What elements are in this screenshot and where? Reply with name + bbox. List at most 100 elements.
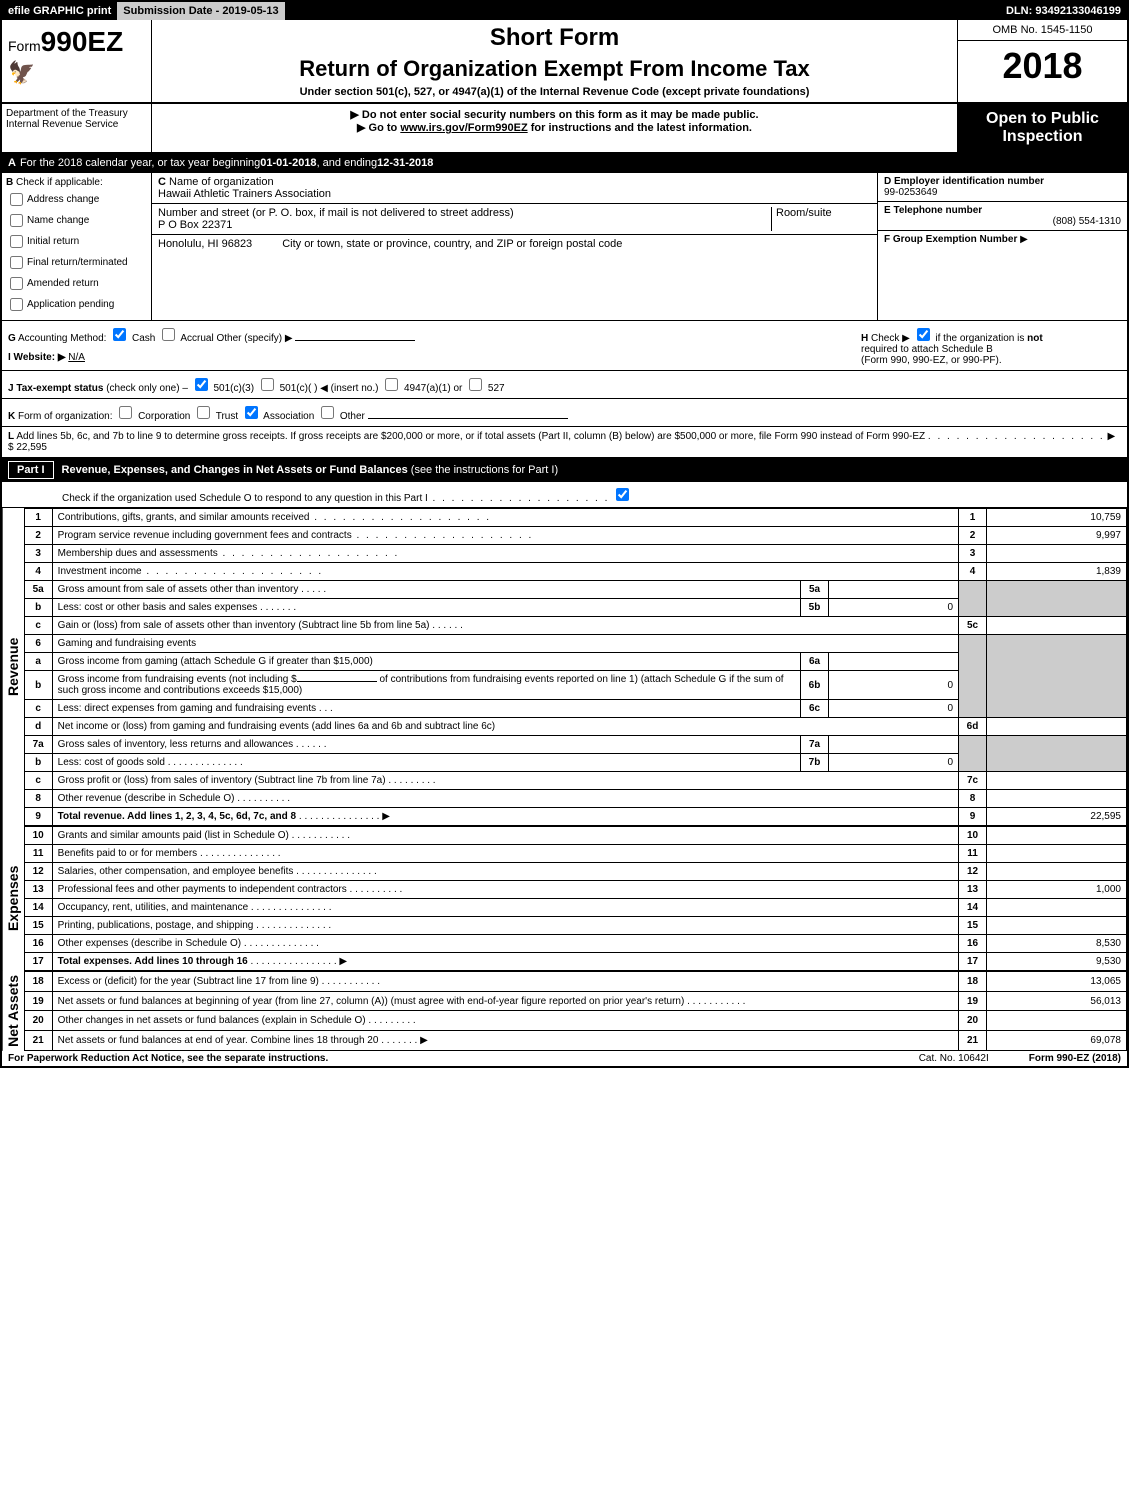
line-2-amt: 9,997	[987, 527, 1127, 545]
checkbox-amended-return[interactable]	[10, 277, 23, 290]
check-initial-return[interactable]: Initial return	[6, 232, 147, 251]
irs-link[interactable]: www.irs.gov/Form990EZ	[400, 122, 527, 134]
checkbox-501c[interactable]	[261, 378, 274, 391]
k-label: K	[8, 411, 15, 422]
checkbox-cash[interactable]	[113, 328, 126, 341]
checkbox-initial-return[interactable]	[10, 235, 23, 248]
other-specify-input[interactable]	[295, 340, 415, 341]
line-3: 3 Membership dues and assessments 3	[24, 545, 1126, 563]
dept-row: Department of the Treasury Internal Reve…	[2, 104, 1127, 154]
checkbox-final-return[interactable]	[10, 256, 23, 269]
f-label: F Group Exemption Number	[884, 234, 1017, 245]
checkbox-other-org[interactable]	[321, 406, 334, 419]
form-number: 990EZ	[41, 26, 124, 57]
checkbox-trust[interactable]	[197, 406, 210, 419]
line-8: 8 Other revenue (describe in Schedule O)…	[24, 790, 1126, 808]
checkbox-4947a1[interactable]	[385, 378, 398, 391]
street-row: Number and street (or P. O. box, if mail…	[152, 204, 877, 235]
line-2: 2 Program service revenue including gove…	[24, 527, 1126, 545]
line-5c-amt	[987, 617, 1127, 635]
line-4-amt: 1,839	[987, 563, 1127, 581]
line-13-amt: 1,000	[987, 881, 1127, 899]
netassets-label: Net Assets	[2, 971, 24, 1051]
j-label: J Tax-exempt status	[8, 383, 103, 394]
k-form-org: K Form of organization: Corporation Trus…	[2, 399, 1127, 427]
d-e-f-block: D Employer identification number 99-0253…	[877, 173, 1127, 320]
form-990ez: efile GRAPHIC print Submission Date - 20…	[0, 0, 1129, 1068]
checkbox-accrual[interactable]	[162, 328, 175, 341]
header-row: Form990EZ 🦅 Short Form Return of Organiz…	[2, 20, 1127, 104]
open-public-label: Open to Public Inspection	[958, 104, 1127, 152]
check-name-change[interactable]: Name change	[6, 211, 147, 230]
line-5c: c Gain or (loss) from sale of assets oth…	[24, 617, 1126, 635]
subtitle: Under section 501(c), 527, or 4947(a)(1)…	[160, 86, 949, 98]
h-schedule-b: H Check ▶ if the organization is not req…	[861, 325, 1121, 366]
l-text: Add lines 5b, 6c, and 7b to line 9 to de…	[16, 431, 925, 442]
dept-treasury: Department of the Treasury	[6, 108, 147, 119]
checkbox-501c3[interactable]	[195, 378, 208, 391]
line-10: 10 Grants and similar amounts paid (list…	[24, 827, 1126, 845]
g-accounting: G Accounting Method: Cash Accrual Other …	[8, 325, 861, 366]
line-18-amt: 13,065	[987, 972, 1127, 992]
l-gross-receipts: L Add lines 5b, 6c, and 7b to line 9 to …	[2, 427, 1127, 458]
irs-eagle-icon: 🦅	[8, 60, 145, 86]
checkbox-name-change[interactable]	[10, 214, 23, 227]
line-10-amt	[987, 827, 1127, 845]
e-value: (808) 554-1310	[884, 216, 1121, 227]
label-c: C	[158, 176, 166, 188]
checkbox-application-pending[interactable]	[10, 298, 23, 311]
checkbox-association[interactable]	[245, 406, 258, 419]
line-8-amt	[987, 790, 1127, 808]
check-application-pending[interactable]: Application pending	[6, 295, 147, 314]
line-6d-amt	[987, 718, 1127, 736]
open-public-box: Open to Public Inspection	[957, 104, 1127, 152]
line-11: 11 Benefits paid to or for members . . .…	[24, 845, 1126, 863]
g-h-row: G Accounting Method: Cash Accrual Other …	[2, 321, 1127, 371]
line-17: 17 Total expenses. Add lines 10 through …	[24, 953, 1126, 971]
line-6b-fundraising-input[interactable]	[297, 681, 377, 682]
form-number-box: Form990EZ 🦅	[2, 20, 152, 102]
l-amount: $ 22,595	[8, 442, 47, 453]
revenue-table: 1 Contributions, gifts, grants, and simi…	[24, 508, 1127, 826]
entity-block: B Check if applicable: Address change Na…	[2, 172, 1127, 321]
line-6d: d Net income or (loss) from gaming and f…	[24, 718, 1126, 736]
line-7c-amt	[987, 772, 1127, 790]
expenses-label: Expenses	[2, 826, 24, 971]
label-i: I Website: ▶	[8, 352, 66, 363]
line-20: 20 Other changes in net assets or fund b…	[24, 1011, 1126, 1031]
d-label: D Employer identification number	[884, 176, 1121, 187]
line-9: 9 Total revenue. Add lines 1, 2, 3, 4, 5…	[24, 808, 1126, 826]
part1-label: Part I	[8, 461, 54, 479]
f-group-exemption: F Group Exemption Number ▶	[878, 231, 1127, 259]
checkbox-527[interactable]	[469, 378, 482, 391]
checkbox-corporation[interactable]	[119, 406, 132, 419]
line-17-amt: 9,530	[987, 953, 1127, 971]
line-12: 12 Salaries, other compensation, and emp…	[24, 863, 1126, 881]
checkbox-schedule-o-part1[interactable]	[616, 488, 629, 501]
form-ref: Form 990-EZ (2018)	[1029, 1053, 1121, 1064]
part1-schedule-o-check: Check if the organization used Schedule …	[2, 482, 1127, 508]
pra-notice: For Paperwork Reduction Act Notice, see …	[8, 1053, 328, 1064]
checkbox-schedule-b[interactable]	[917, 328, 930, 341]
form-prefix: Form	[8, 38, 41, 54]
b-check-label: Check if applicable:	[16, 177, 103, 188]
instructions-center: ▶ Do not enter social security numbers o…	[152, 104, 957, 152]
line-6: 6 Gaming and fundraising events	[24, 635, 1126, 653]
checkbox-address-change[interactable]	[10, 193, 23, 206]
other-org-input[interactable]	[368, 418, 568, 419]
c-name-row: C Name of organization Hawaii Athletic T…	[152, 173, 877, 204]
a-begin: 01-01-2018	[260, 157, 316, 169]
expenses-table: 10 Grants and similar amounts paid (list…	[24, 826, 1127, 971]
label-a: A	[8, 157, 16, 169]
line-7c: c Gross profit or (loss) from sales of i…	[24, 772, 1126, 790]
line-19-amt: 56,013	[987, 991, 1127, 1011]
check-amended-return[interactable]: Amended return	[6, 274, 147, 293]
label-g: G	[8, 333, 16, 344]
check-final-return[interactable]: Final return/terminated	[6, 253, 147, 272]
e-phone: E Telephone number (808) 554-1310	[878, 202, 1127, 231]
part1-title: Revenue, Expenses, and Changes in Net As…	[62, 464, 559, 476]
line-12-amt	[987, 863, 1127, 881]
check-address-change[interactable]: Address change	[6, 190, 147, 209]
line-15-amt	[987, 917, 1127, 935]
org-name: Hawaii Athletic Trainers Association	[158, 188, 871, 200]
